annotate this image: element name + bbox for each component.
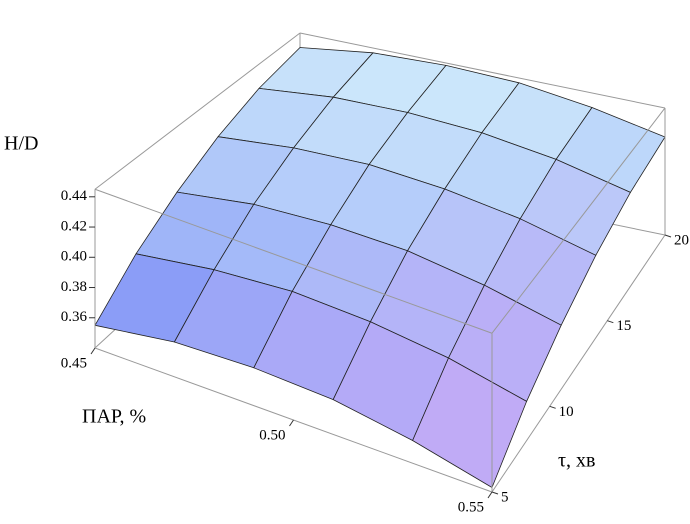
box-edge bbox=[94, 32, 301, 190]
x-tick bbox=[487, 491, 493, 499]
y-tick-label: 10 bbox=[559, 404, 574, 420]
x-tick-label: 0.50 bbox=[259, 427, 285, 443]
y-tick bbox=[491, 491, 499, 495]
y-tick bbox=[607, 320, 614, 324]
box-edge bbox=[491, 234, 666, 493]
y-tick-label: 20 bbox=[674, 232, 689, 248]
x-tick-label: 0.55 bbox=[458, 499, 484, 515]
y-tick-label: 5 bbox=[501, 489, 509, 505]
z-tick-label: 0.38 bbox=[61, 279, 87, 295]
z-axis-title: H/D bbox=[4, 133, 38, 155]
z-tick-label: 0.44 bbox=[61, 188, 88, 204]
x-tick bbox=[289, 419, 294, 427]
y-tick bbox=[664, 234, 672, 238]
y-axis-title: τ, хв bbox=[558, 450, 595, 472]
z-tick-label: 0.36 bbox=[61, 309, 88, 325]
y-tick-label: 15 bbox=[616, 318, 631, 334]
box-edge bbox=[299, 32, 666, 109]
x-tick-label: 0.45 bbox=[61, 355, 87, 371]
z-tick-label: 0.42 bbox=[61, 218, 87, 234]
x-tick bbox=[90, 347, 96, 355]
x-axis-title: ПАР, % bbox=[82, 406, 146, 428]
box-edge bbox=[491, 107, 666, 334]
y-tick bbox=[549, 405, 556, 409]
surface-patch bbox=[412, 357, 527, 488]
z-tick-label: 0.40 bbox=[61, 249, 87, 265]
box-edge bbox=[94, 188, 493, 334]
